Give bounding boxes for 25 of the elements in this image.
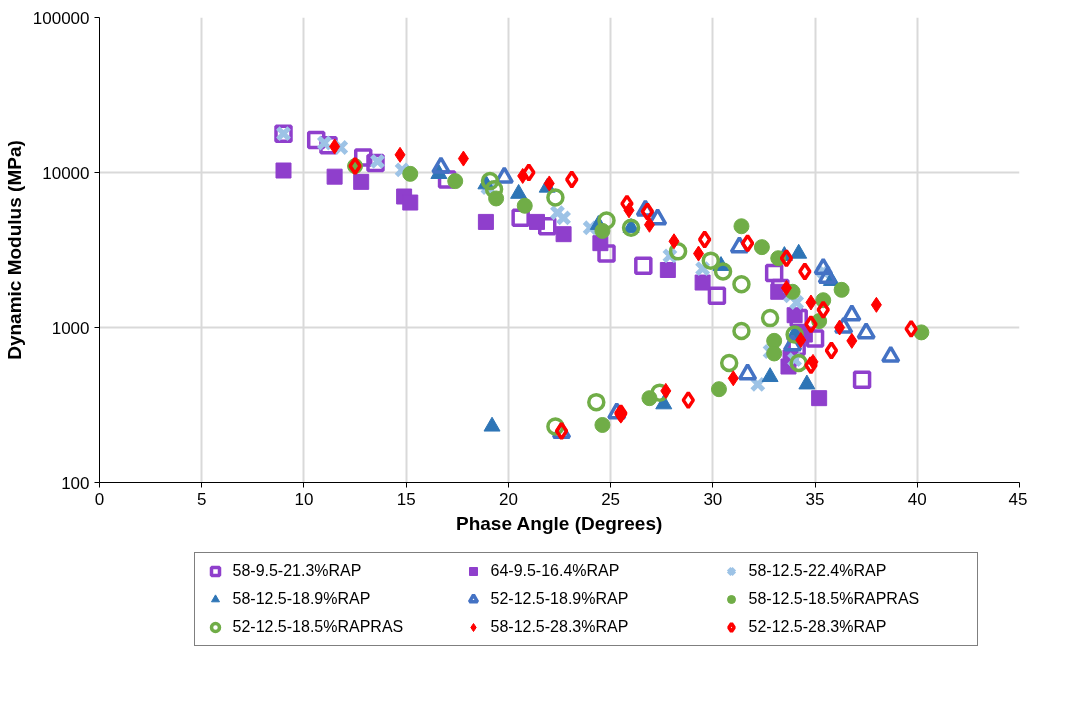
x-tick-label: 15 (396, 489, 416, 509)
legend-label: 58-12.5-18.9%RAP (232, 589, 372, 608)
y-tick-label: 1000 (51, 318, 90, 338)
legend-label: 64-9.5-16.4%RAP (490, 561, 621, 580)
x-tick-label: 45 (1008, 489, 1028, 509)
x-tick-label: 25 (601, 489, 621, 509)
legend-label: 52-12.5-18.9%RAP (490, 589, 630, 608)
legend-label: 58-12.5-18.5%RAPRAS (748, 589, 921, 608)
x-axis-title: Phase Angle (Degrees) (456, 512, 663, 534)
y-axis-title: Dynamic Modulus (MPa) (3, 140, 25, 360)
x-tick-label: 30 (703, 489, 723, 509)
legend-label: 52-12.5-18.5%RAPRAS (232, 617, 405, 636)
x-tick-label: 20 (498, 489, 518, 509)
x-tick-label: 10 (294, 489, 314, 509)
x-tick-label: 5 (196, 489, 207, 509)
y-tick-label: 100 (61, 473, 90, 493)
legend-label: 58-9.5-21.3%RAP (232, 561, 363, 580)
y-tick-label: 10000 (42, 163, 90, 183)
x-tick-label: 35 (805, 489, 825, 509)
legend-label: 58-12.5-28.3%RAP (490, 617, 630, 636)
legend-label: 58-12.5-22.4%RAP (748, 561, 888, 580)
x-tick-label: 0 (94, 489, 105, 509)
y-tick-label: 100000 (32, 8, 90, 28)
x-tick-label: 40 (907, 489, 927, 509)
legend-label: 52-12.5-28.3%RAP (748, 617, 888, 636)
